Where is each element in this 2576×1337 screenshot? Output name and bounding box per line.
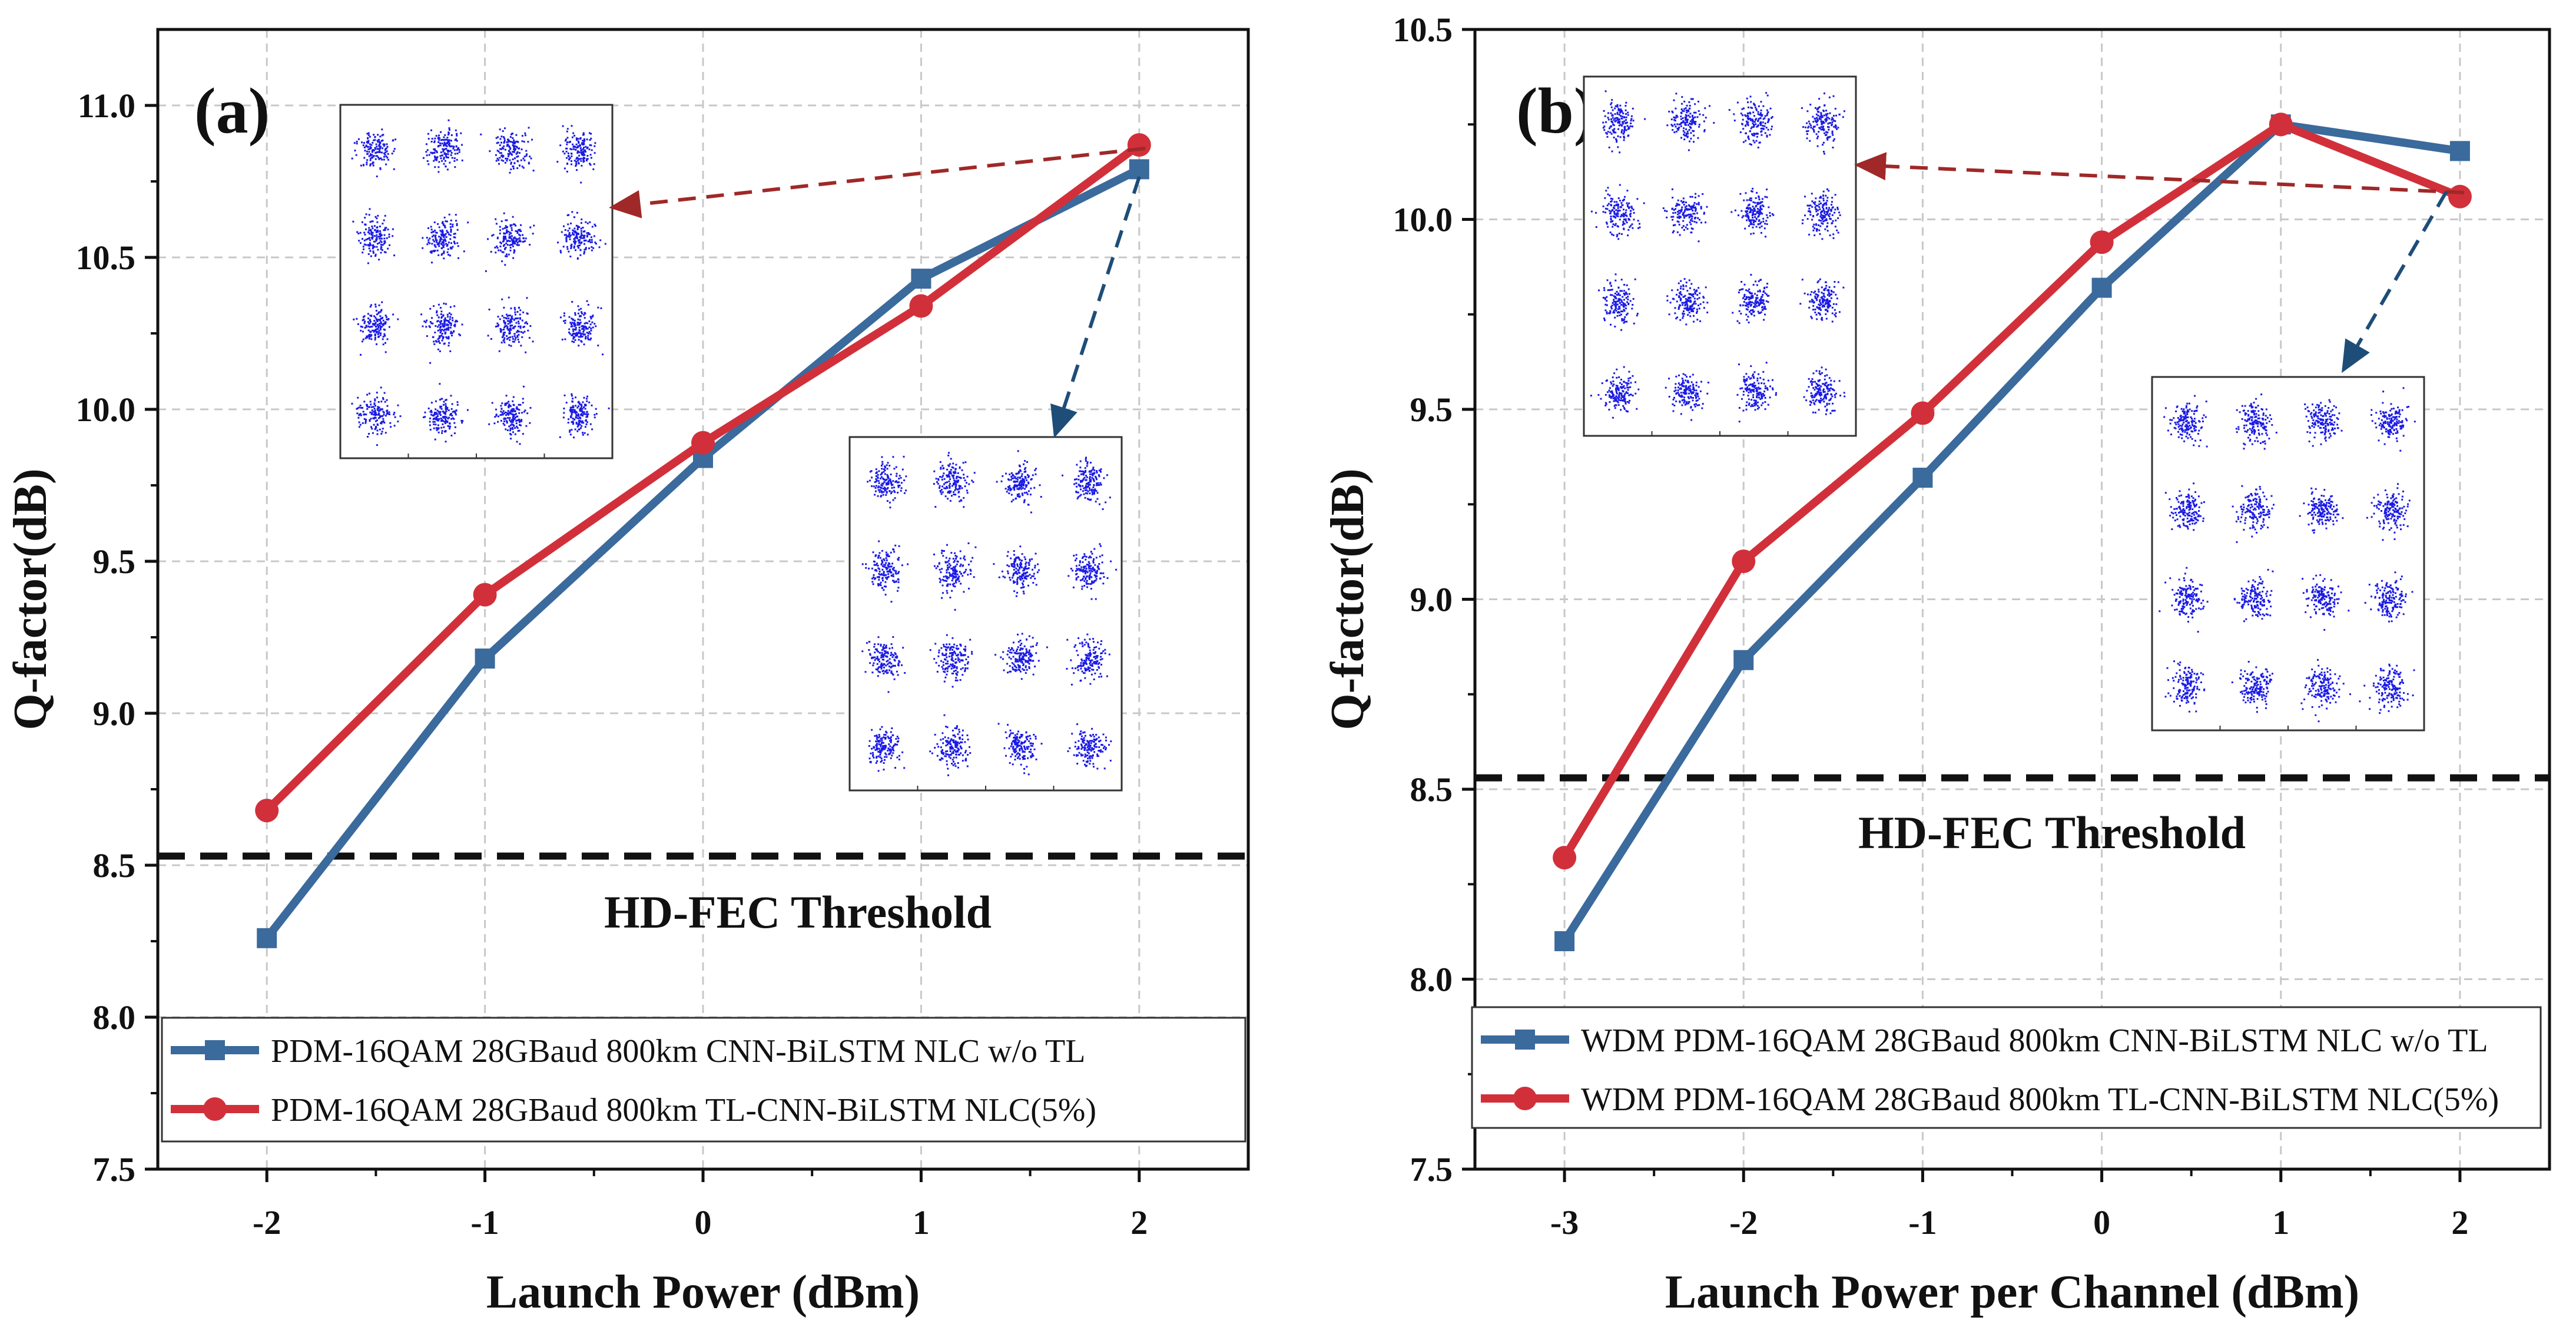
constellation-points bbox=[861, 450, 1118, 776]
constellation-inset bbox=[1583, 75, 1857, 437]
y-tick-label: 8.0 bbox=[1410, 961, 1453, 999]
series-line bbox=[1561, 120, 2462, 860]
inset-frame bbox=[848, 436, 1123, 792]
y-tick-label: 8.5 bbox=[93, 846, 136, 885]
red-dashed-arrow bbox=[1854, 152, 2465, 194]
x-tick-label: 1 bbox=[2272, 1203, 2289, 1242]
legend-label: WDM PDM-16QAM 28GBaud 800km TL-CNN-BiLST… bbox=[1581, 1081, 2499, 1118]
y-axis-label: Q-factor(dB) bbox=[5, 468, 57, 730]
data-point-circle bbox=[691, 431, 715, 455]
data-point-square bbox=[2449, 141, 2470, 161]
panel-label: (a) bbox=[194, 75, 270, 147]
legend: PDM-16QAM 28GBaud 800km CNN-BiLSTM NLC w… bbox=[161, 1017, 1246, 1143]
series-red bbox=[255, 133, 1151, 823]
inset-frame bbox=[1583, 75, 1857, 437]
blue-dashed-arrow bbox=[1050, 176, 1141, 438]
data-point-circle bbox=[1911, 401, 1935, 425]
constellation-points bbox=[351, 119, 610, 446]
chart-panel-b: -3 -2 -1 0 1 2 7.5 8.0 8.5 9.0 9.5 10.0 10.5 Launch P… bbox=[1322, 11, 2551, 1318]
legend-box bbox=[1471, 1006, 2542, 1129]
y-tick-label: 11.0 bbox=[78, 87, 135, 125]
threshold-label: HD-FEC Threshold bbox=[604, 886, 992, 938]
legend-marker-circle bbox=[203, 1097, 227, 1121]
y-tick-label: 10.0 bbox=[1393, 201, 1453, 239]
constellation-inset bbox=[2151, 376, 2425, 732]
blue-dashed-arrow bbox=[2341, 190, 2448, 373]
legend-label: WDM PDM-16QAM 28GBaud 800km CNN-BiLSTM N… bbox=[1581, 1022, 2488, 1059]
constellation-points bbox=[1590, 90, 1846, 423]
constellation-points bbox=[2159, 387, 2416, 723]
y-tick-label: 7.5 bbox=[93, 1150, 136, 1189]
axis-ticks: -3 -2 -1 0 1 2 7.5 8.0 8.5 9.0 9.5 10.0 10.5 bbox=[1393, 11, 2469, 1242]
y-tick-label: 10.0 bbox=[76, 390, 136, 429]
legend-marker-square bbox=[205, 1040, 225, 1060]
y-tick-label: 9.0 bbox=[93, 694, 136, 733]
chart-panel-a: -2 -1 0 1 2 7.5 8.0 8.5 9.0 9.5 10.0 10.5 11.0 Launch… bbox=[5, 28, 1250, 1318]
legend: WDM PDM-16QAM 28GBaud 800km CNN-BiLSTM N… bbox=[1471, 1006, 2542, 1129]
data-point-circle bbox=[255, 799, 279, 823]
data-point-square bbox=[1733, 650, 1754, 670]
x-tick-label: -1 bbox=[1908, 1203, 1937, 1242]
axis-ticks: -2 -1 0 1 2 7.5 8.0 8.5 9.0 9.5 10.0 10.5 11.0 bbox=[76, 87, 1148, 1242]
legend-label: PDM-16QAM 28GBaud 800km TL-CNN-BiLSTM NL… bbox=[271, 1092, 1096, 1128]
y-tick-label: 9.5 bbox=[93, 542, 136, 581]
x-tick-label: 1 bbox=[913, 1203, 930, 1242]
constellation-inset bbox=[339, 104, 614, 459]
panel-label: (b) bbox=[1516, 75, 1595, 147]
data-point-square bbox=[257, 928, 277, 948]
data-point-circle bbox=[1553, 846, 1577, 870]
data-point-circle bbox=[1732, 550, 1756, 573]
data-point-circle bbox=[909, 294, 933, 318]
series-line bbox=[1561, 120, 2461, 944]
x-tick-label: 0 bbox=[2093, 1203, 2110, 1242]
y-tick-label: 8.5 bbox=[1410, 770, 1453, 809]
legend-box bbox=[161, 1017, 1246, 1143]
data-point-square bbox=[1129, 159, 1149, 180]
threshold-label: HD-FEC Threshold bbox=[1858, 807, 2246, 858]
data-point-square bbox=[2091, 277, 2112, 298]
x-tick-label: -2 bbox=[1729, 1203, 1758, 1242]
data-point-circle bbox=[2269, 112, 2293, 137]
x-tick-label: 2 bbox=[1130, 1203, 1148, 1242]
x-axis-label: Launch Power (dBm) bbox=[486, 1266, 920, 1318]
x-tick-label: -1 bbox=[470, 1203, 499, 1242]
legend-label: PDM-16QAM 28GBaud 800km CNN-BiLSTM NLC w… bbox=[271, 1033, 1085, 1070]
data-point-square bbox=[911, 269, 931, 289]
red-dashed-arrow bbox=[609, 147, 1146, 219]
data-point-circle bbox=[1127, 133, 1151, 157]
data-point-circle bbox=[2090, 230, 2114, 254]
x-tick-label: -3 bbox=[1550, 1203, 1579, 1242]
x-tick-label: 0 bbox=[695, 1203, 712, 1242]
data-point-square bbox=[1554, 931, 1575, 951]
y-tick-label: 9.0 bbox=[1410, 581, 1453, 619]
x-tick-label: -2 bbox=[253, 1203, 281, 1242]
y-axis-label: Q-factor(dB) bbox=[1322, 468, 1374, 730]
series-red bbox=[1553, 112, 2472, 870]
x-tick-label: 2 bbox=[2451, 1203, 2468, 1242]
data-point-circle bbox=[2448, 184, 2472, 209]
y-tick-label: 10.5 bbox=[1393, 11, 1453, 49]
data-point-circle bbox=[473, 583, 497, 607]
legend-marker-circle bbox=[1513, 1087, 1537, 1110]
legend-marker-square bbox=[1515, 1030, 1535, 1050]
data-point-square bbox=[1912, 468, 1933, 488]
y-tick-label: 8.0 bbox=[93, 998, 136, 1037]
data-point-square bbox=[475, 648, 495, 669]
inset-frame bbox=[2151, 376, 2425, 732]
y-tick-label: 10.5 bbox=[76, 239, 136, 277]
y-tick-label: 7.5 bbox=[1410, 1150, 1453, 1189]
constellation-inset bbox=[848, 436, 1123, 792]
y-tick-label: 9.5 bbox=[1410, 390, 1453, 429]
x-axis-label: Launch Power per Channel (dBm) bbox=[1665, 1266, 2359, 1318]
